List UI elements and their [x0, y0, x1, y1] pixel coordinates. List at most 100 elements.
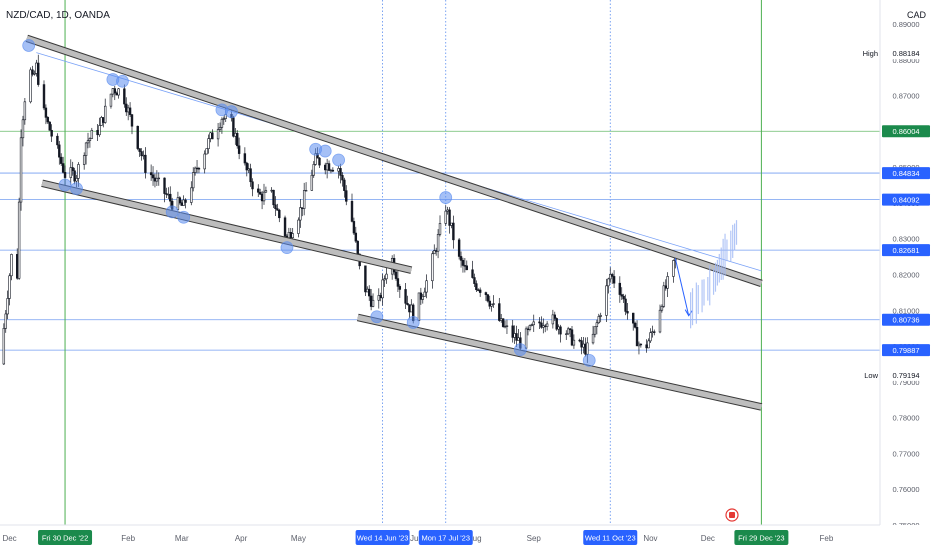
candle[interactable] [498, 297, 501, 322]
candle[interactable] [658, 304, 662, 334]
candle[interactable] [341, 172, 344, 187]
candle[interactable] [60, 153, 63, 166]
candle[interactable] [117, 88, 120, 99]
candle[interactable] [622, 293, 625, 303]
candle[interactable] [352, 217, 356, 236]
candle[interactable] [264, 186, 268, 193]
candle[interactable] [433, 244, 436, 255]
candle[interactable] [473, 273, 476, 288]
candle[interactable] [144, 147, 147, 179]
candle[interactable] [29, 67, 32, 104]
candle[interactable] [339, 163, 342, 184]
candle[interactable] [236, 130, 239, 149]
candle[interactable] [155, 170, 159, 187]
candle[interactable] [570, 326, 574, 347]
candle[interactable] [69, 159, 72, 186]
candle[interactable] [551, 309, 555, 329]
candle[interactable] [310, 169, 314, 191]
candle[interactable] [566, 326, 570, 336]
candle[interactable] [515, 325, 518, 347]
candle[interactable] [459, 251, 463, 268]
candle[interactable] [331, 167, 335, 173]
candle[interactable] [421, 294, 424, 304]
candle[interactable] [297, 217, 300, 238]
touch-point-15[interactable] [439, 191, 453, 204]
candle[interactable] [46, 116, 50, 125]
touch-point-6[interactable] [177, 210, 191, 224]
candle[interactable] [251, 178, 254, 197]
candle[interactable] [660, 304, 664, 313]
candle[interactable] [90, 127, 94, 139]
candle[interactable] [501, 318, 505, 328]
candle[interactable] [632, 312, 635, 331]
candle[interactable] [524, 326, 528, 349]
candle[interactable] [178, 196, 182, 205]
candle[interactable] [42, 80, 46, 111]
candle[interactable] [216, 123, 220, 147]
candle[interactable] [431, 251, 434, 289]
candle[interactable] [396, 269, 400, 292]
candle[interactable] [398, 284, 402, 298]
candle[interactable] [272, 189, 275, 208]
candle[interactable] [278, 208, 281, 223]
candle[interactable] [618, 276, 622, 303]
candle[interactable] [511, 319, 514, 343]
candle[interactable] [350, 193, 354, 223]
candle[interactable] [444, 205, 447, 227]
candle[interactable] [354, 226, 358, 243]
lower-channel-line-2[interactable] [356, 313, 763, 411]
candle[interactable] [232, 115, 235, 138]
candle[interactable] [461, 257, 465, 273]
candle[interactable] [599, 312, 602, 323]
candle[interactable] [276, 203, 279, 211]
candle[interactable] [48, 121, 51, 131]
candle[interactable] [568, 328, 572, 338]
candle[interactable] [371, 293, 375, 308]
candle[interactable] [591, 325, 595, 345]
candle[interactable] [274, 196, 277, 216]
candle[interactable] [140, 148, 143, 161]
candle[interactable] [249, 163, 252, 187]
candle[interactable] [540, 316, 543, 329]
candle[interactable] [635, 320, 639, 347]
candle[interactable] [605, 278, 608, 323]
candle[interactable] [257, 184, 260, 198]
candle[interactable] [149, 164, 153, 181]
touch-point-0[interactable] [22, 39, 36, 52]
candle[interactable] [545, 321, 549, 331]
candle[interactable] [553, 311, 556, 322]
candle[interactable] [404, 282, 407, 309]
candle[interactable] [662, 281, 666, 308]
candle[interactable] [312, 161, 315, 178]
touch-point-11[interactable] [318, 144, 332, 158]
candle[interactable] [639, 343, 643, 348]
candle[interactable] [184, 198, 187, 209]
candle[interactable] [220, 117, 224, 134]
candle[interactable] [626, 302, 629, 320]
candle[interactable] [484, 291, 488, 301]
candle[interactable] [10, 253, 13, 281]
candle[interactable] [559, 324, 562, 343]
candle[interactable] [44, 104, 48, 125]
candle[interactable] [104, 98, 107, 124]
touch-point-16[interactable] [513, 343, 527, 357]
candle[interactable] [381, 273, 384, 306]
candle[interactable] [21, 115, 25, 147]
candle[interactable] [88, 137, 92, 148]
candle[interactable] [8, 273, 11, 306]
candle[interactable] [31, 65, 34, 77]
candle[interactable] [492, 295, 495, 308]
candle[interactable] [190, 181, 193, 206]
touch-point-17[interactable] [582, 353, 596, 367]
candle[interactable] [647, 338, 650, 349]
candle[interactable] [23, 98, 27, 125]
candle[interactable] [620, 287, 623, 300]
candle[interactable] [633, 321, 637, 329]
candle[interactable] [19, 129, 23, 211]
candle[interactable] [406, 295, 409, 306]
candle[interactable] [327, 160, 331, 172]
candle[interactable] [84, 142, 88, 165]
candle[interactable] [222, 116, 226, 125]
lower-channel-line-1[interactable] [41, 179, 413, 274]
